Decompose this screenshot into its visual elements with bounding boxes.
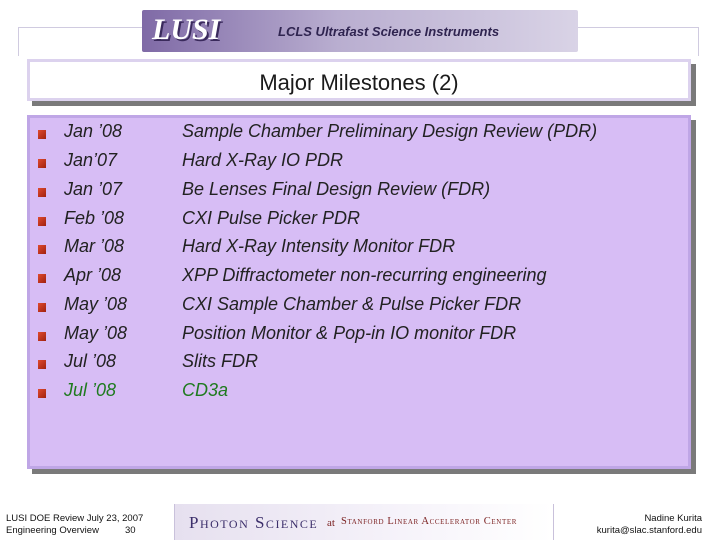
milestone-event: Sample Chamber Preliminary Design Review… [182, 121, 598, 141]
bullet-icon [38, 217, 46, 226]
photon-science-logo: Photon Science at Stanford Linear Accele… [174, 504, 554, 540]
milestone-event: CXI Sample Chamber & Pulse Picker FDR [182, 294, 522, 314]
milestone-event: CD3a [182, 380, 229, 400]
list-item: Mar ’08 Hard X-Ray Intensity Monitor FDR [30, 236, 690, 265]
list-item: May ’08 Position Monitor & Pop-in IO mon… [30, 323, 690, 352]
footer-section: Engineering Overview [6, 525, 99, 536]
brand-text: Photon Science [189, 513, 319, 532]
brand-org: Stanford Linear Accelerator Center [341, 516, 517, 527]
bullet-icon [38, 245, 46, 254]
author-email: kurita@slac.stanford.edu [596, 525, 702, 536]
bullet-icon [38, 360, 46, 369]
author-name: Nadine Kurita [644, 513, 702, 524]
footer-review-line: LUSI DOE Review July 23, 2007 [6, 513, 144, 524]
milestone-date: Feb ’08 [64, 208, 125, 228]
list-item: Jan ’07 Be Lenses Final Design Review (F… [30, 179, 690, 208]
bullet-icon [38, 274, 46, 283]
list-item: Jan’07 Hard X-Ray IO PDR [30, 150, 690, 179]
list-item: Jul ’08 CD3a [30, 380, 690, 409]
milestone-date: Jul ’08 [64, 351, 117, 371]
bullet-icon [38, 188, 46, 197]
milestone-event: Slits FDR [182, 351, 258, 371]
header-subtitle: LCLS Ultrafast Science Instruments [278, 24, 500, 39]
milestone-date: Jan ’07 [64, 179, 123, 199]
milestone-event: Hard X-Ray Intensity Monitor FDR [182, 236, 456, 256]
milestone-date: May ’08 [64, 323, 128, 343]
list-item: Apr ’08 XPP Diffractometer non-recurring… [30, 265, 690, 294]
lusi-logo: LUSI [152, 13, 221, 46]
list-item: Jan ’08 Sample Chamber Preliminary Desig… [30, 121, 690, 150]
bullet-icon [38, 159, 46, 168]
footer-section-line: Engineering Overview 30 [6, 525, 143, 537]
milestone-date: Mar ’08 [64, 236, 125, 256]
bullet-icon [38, 389, 46, 398]
milestone-date: Jul ’08 [64, 380, 117, 400]
title-box: Major Milestones (2) [27, 59, 691, 101]
bullet-icon [38, 332, 46, 341]
bullet-icon [38, 303, 46, 312]
page-number: 30 [124, 525, 136, 536]
header-banner: LUSI LCLS Ultrafast Science Instruments [142, 10, 578, 52]
footer-left: LUSI DOE Review July 23, 2007 Engineerin… [6, 513, 143, 537]
list-item: Jul ’08 Slits FDR [30, 351, 690, 380]
list-item: Feb ’08 CXI Pulse Picker PDR [30, 208, 690, 237]
milestone-event: Hard X-Ray IO PDR [182, 150, 344, 170]
milestone-event: Be Lenses Final Design Review (FDR) [182, 179, 491, 199]
milestone-event: Position Monitor & Pop-in IO monitor FDR [182, 323, 517, 343]
milestone-event: CXI Pulse Picker PDR [182, 208, 361, 228]
milestone-date: Apr ’08 [64, 265, 122, 285]
milestone-event: XPP Diffractometer non-recurring enginee… [182, 265, 547, 285]
header-frame-right [578, 27, 699, 56]
slide-title: Major Milestones (2) [259, 70, 459, 95]
brand-at: at [327, 517, 335, 529]
footer-right: Nadine Kurita kurita@slac.stanford.edu [597, 513, 702, 537]
milestone-date: Jan’07 [64, 150, 118, 170]
bullet-icon [38, 130, 46, 139]
milestone-list: Jan ’08 Sample Chamber Preliminary Desig… [27, 115, 691, 469]
milestone-date: May ’08 [64, 294, 128, 314]
milestone-date: Jan ’08 [64, 121, 123, 141]
header-frame-left [18, 27, 143, 56]
list-item: May ’08 CXI Sample Chamber & Pulse Picke… [30, 294, 690, 323]
